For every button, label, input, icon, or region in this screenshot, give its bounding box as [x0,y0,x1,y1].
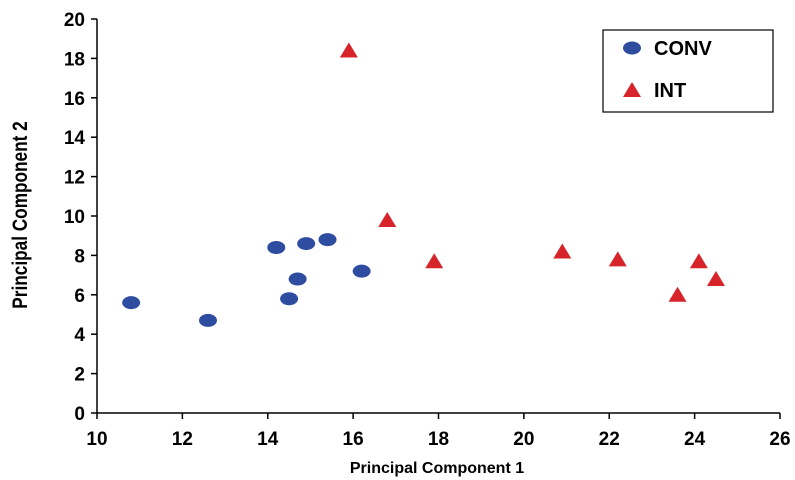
y-tick-label: 4 [74,325,85,346]
x-tick-label: 26 [769,429,790,450]
data-point-conv [280,292,299,306]
y-tick-label: 8 [74,246,85,267]
y-tick-label: 2 [74,365,85,386]
x-tick-label: 22 [599,429,620,450]
x-tick-label: 20 [513,429,534,450]
data-point-conv [122,296,141,310]
data-point-int [339,42,358,58]
y-tick-label: 12 [64,168,85,189]
legend: CONV INT [602,29,774,113]
x-tick-label: 14 [257,429,279,450]
data-point-int [668,286,687,302]
data-point-int [425,253,444,269]
y-tick-label: 0 [74,404,85,425]
points-layer [122,42,725,327]
x-tick-label: 16 [343,429,364,450]
data-point-conv [318,233,337,247]
data-point-conv [352,264,371,278]
y-tick-label: 10 [64,207,85,228]
x-tick-label: 10 [86,429,107,450]
y-tick-label: 16 [64,89,85,110]
legend-marker-conv [623,41,641,55]
y-tick-label: 20 [64,10,85,31]
data-point-conv [288,272,307,286]
legend-marker-int [623,82,641,97]
data-point-int [553,243,572,259]
data-point-int [378,211,397,227]
legend-label-conv: CONV [654,38,712,60]
x-axis-title: Principal Component 1 [350,460,524,477]
data-point-conv [297,237,316,251]
y-tick-label: 18 [64,49,85,70]
legend-label-int: INT [654,80,686,102]
data-point-conv [267,241,286,255]
data-point-int [689,253,708,269]
data-point-int [706,271,725,287]
y-axis-title: Principal Component 2 [10,121,33,308]
x-tick-label: 12 [172,429,193,450]
x-tick-label: 18 [428,429,449,450]
data-point-conv [198,313,217,327]
data-point-int [608,251,627,267]
y-tick-label: 14 [64,128,86,149]
y-tick-label: 6 [74,286,85,307]
x-tick-label: 24 [684,429,706,450]
